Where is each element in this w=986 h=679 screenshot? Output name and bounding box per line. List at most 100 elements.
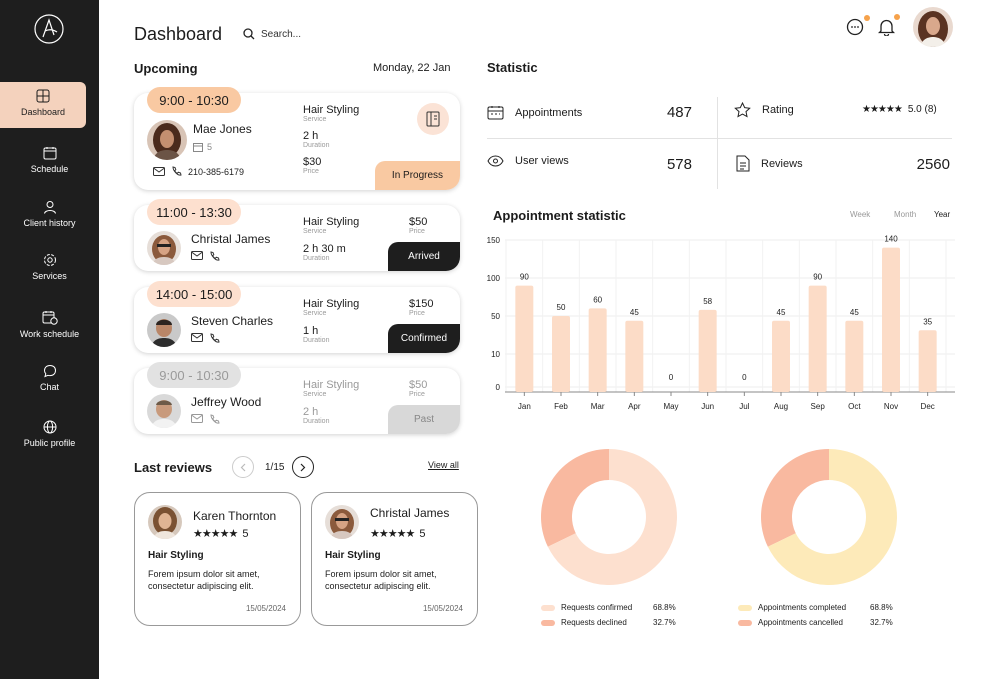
service-info: Hair Styling Service: [303, 216, 360, 235]
stat-reviews-value: 2560: [916, 156, 950, 173]
donut-slice: [541, 449, 609, 547]
search-icon: [243, 28, 255, 40]
stars-icon: ★★★★★: [862, 104, 903, 115]
notification-dot: [894, 14, 900, 20]
bar: [918, 330, 937, 392]
review-card[interactable]: Karen Thornton ★★★★★ 5 Hair Styling Forem…: [134, 492, 301, 626]
review-text: Forem ipsum dolor sit amet, consectetur …: [325, 569, 437, 591]
calendar-clock-icon: [42, 311, 58, 325]
visit-count: 5: [193, 142, 212, 152]
price-info: $50 Price: [409, 216, 428, 235]
tab-month[interactable]: Month: [894, 210, 917, 219]
chat-icon: [846, 18, 864, 36]
sidebar-item-schedule[interactable]: Schedule: [0, 146, 99, 174]
legend-swatch: [541, 619, 555, 626]
duration-info: 1 h Duration: [303, 325, 330, 344]
data-label: 58: [703, 297, 712, 306]
view-all-link[interactable]: View all: [428, 460, 459, 470]
x-tick-label: Oct: [848, 402, 861, 411]
requests-donut-chart: [541, 449, 677, 585]
x-tick-label: Mar: [591, 402, 605, 411]
phone-icon[interactable]: [209, 251, 220, 262]
mail-icon[interactable]: [191, 414, 203, 423]
review-rating: ★★★★★ 5: [370, 527, 426, 541]
mail-icon[interactable]: [191, 251, 203, 260]
mail-icon[interactable]: [191, 333, 203, 342]
reviewer-name: Karen Thornton: [193, 509, 277, 523]
grid-icon: [36, 89, 50, 103]
data-label: 0: [669, 373, 674, 382]
tab-week[interactable]: Week: [850, 210, 871, 219]
phone-icon[interactable]: [171, 166, 182, 177]
client-avatar: [147, 394, 181, 428]
stat-rating: Rating: [734, 102, 794, 118]
prev-page-button[interactable]: [232, 456, 254, 478]
review-service: Hair Styling: [325, 550, 381, 561]
sidebar-item-chat[interactable]: Chat: [0, 364, 99, 392]
sidebar-item-label: Public profile: [23, 438, 76, 448]
page-indicator: 1/15: [265, 462, 285, 473]
price-info: $50 Price: [409, 379, 428, 398]
stars-icon: ★★★★★: [370, 528, 415, 540]
calendar-icon: [43, 147, 56, 160]
notifications-button[interactable]: [877, 14, 900, 41]
service-info: Hair Styling Service: [303, 104, 360, 123]
sidebar-item-client-history[interactable]: Client history: [0, 200, 99, 228]
sidebar-item-label: Schedule: [30, 164, 69, 174]
sidebar-item-public-profile[interactable]: Public profile: [0, 420, 99, 448]
phone-icon[interactable]: [209, 414, 220, 425]
x-tick-label: May: [663, 402, 678, 411]
reviewer-avatar: [148, 505, 182, 539]
review-service: Hair Styling: [148, 550, 204, 561]
logo-icon: [34, 14, 64, 44]
client-name: Jeffrey Wood: [191, 395, 262, 409]
contact-row: [191, 414, 220, 425]
next-page-button[interactable]: [292, 456, 314, 478]
document-icon: [426, 111, 440, 127]
y-tick-label: 100: [487, 274, 501, 283]
tab-year[interactable]: Year: [934, 210, 951, 219]
search-input[interactable]: Search...: [243, 28, 301, 40]
data-label: 90: [813, 273, 822, 282]
user-avatar[interactable]: [913, 7, 953, 47]
legend-item: Appointments completed 68.8%: [738, 603, 893, 612]
legend-swatch: [738, 604, 752, 611]
status-badge: Confirmed: [388, 324, 460, 353]
status-badge: Past: [388, 405, 460, 434]
messages-button[interactable]: [846, 15, 870, 41]
sidebar-item-services[interactable]: Services: [0, 253, 99, 281]
star-icon: [734, 102, 751, 118]
sidebar-item-label: Services: [32, 271, 67, 281]
appointment-card[interactable]: 9:00 - 10:30 Mae Jones 5 210-385-6179 Ha…: [134, 87, 460, 190]
x-tick-label: Jul: [739, 402, 749, 411]
y-tick-label: 150: [487, 236, 501, 245]
contact-row: [191, 333, 220, 344]
review-card[interactable]: Christal James ★★★★★ 5 Hair Styling Forem…: [311, 492, 478, 626]
search-placeholder: Search...: [261, 28, 302, 40]
sidebar-item-dashboard[interactable]: Dashboard: [0, 82, 86, 128]
x-tick-label: Jan: [518, 402, 531, 411]
bar: [698, 309, 717, 392]
mail-icon[interactable]: [153, 167, 165, 176]
data-label: 45: [850, 308, 859, 317]
time-badge: 9:00 - 10:30: [147, 87, 241, 113]
client-name: Christal James: [191, 232, 271, 246]
y-tick-label: 0: [496, 383, 501, 392]
sidebar-item-work-schedule[interactable]: Work schedule: [0, 310, 99, 339]
legend-swatch: [738, 619, 752, 626]
appointment-card[interactable]: 14:00 - 15:00 Steven Charles Hair Stylin…: [134, 281, 460, 353]
stat-rating-value: ★★★★★ 5.0 (8): [862, 104, 937, 115]
details-button[interactable]: [417, 103, 449, 135]
document-icon: [736, 155, 750, 172]
price-info: $30 Price: [303, 156, 322, 175]
appointment-card[interactable]: 9:00 - 10:30 Jeffrey Wood Hair Styling Se…: [134, 362, 460, 434]
sidebar-item-label: Client history: [23, 218, 76, 228]
reviews-title: Last reviews: [134, 460, 213, 475]
bar: [625, 320, 644, 392]
statistic-title: Statistic: [487, 60, 538, 75]
appointment-card[interactable]: 11:00 - 13:30 Christal James Hair Stylin…: [134, 199, 460, 271]
eye-icon: [487, 155, 504, 167]
appointments-donut-chart: [761, 449, 897, 585]
legend-item: Requests confirmed 68.8%: [541, 603, 676, 612]
phone-icon[interactable]: [209, 333, 220, 344]
